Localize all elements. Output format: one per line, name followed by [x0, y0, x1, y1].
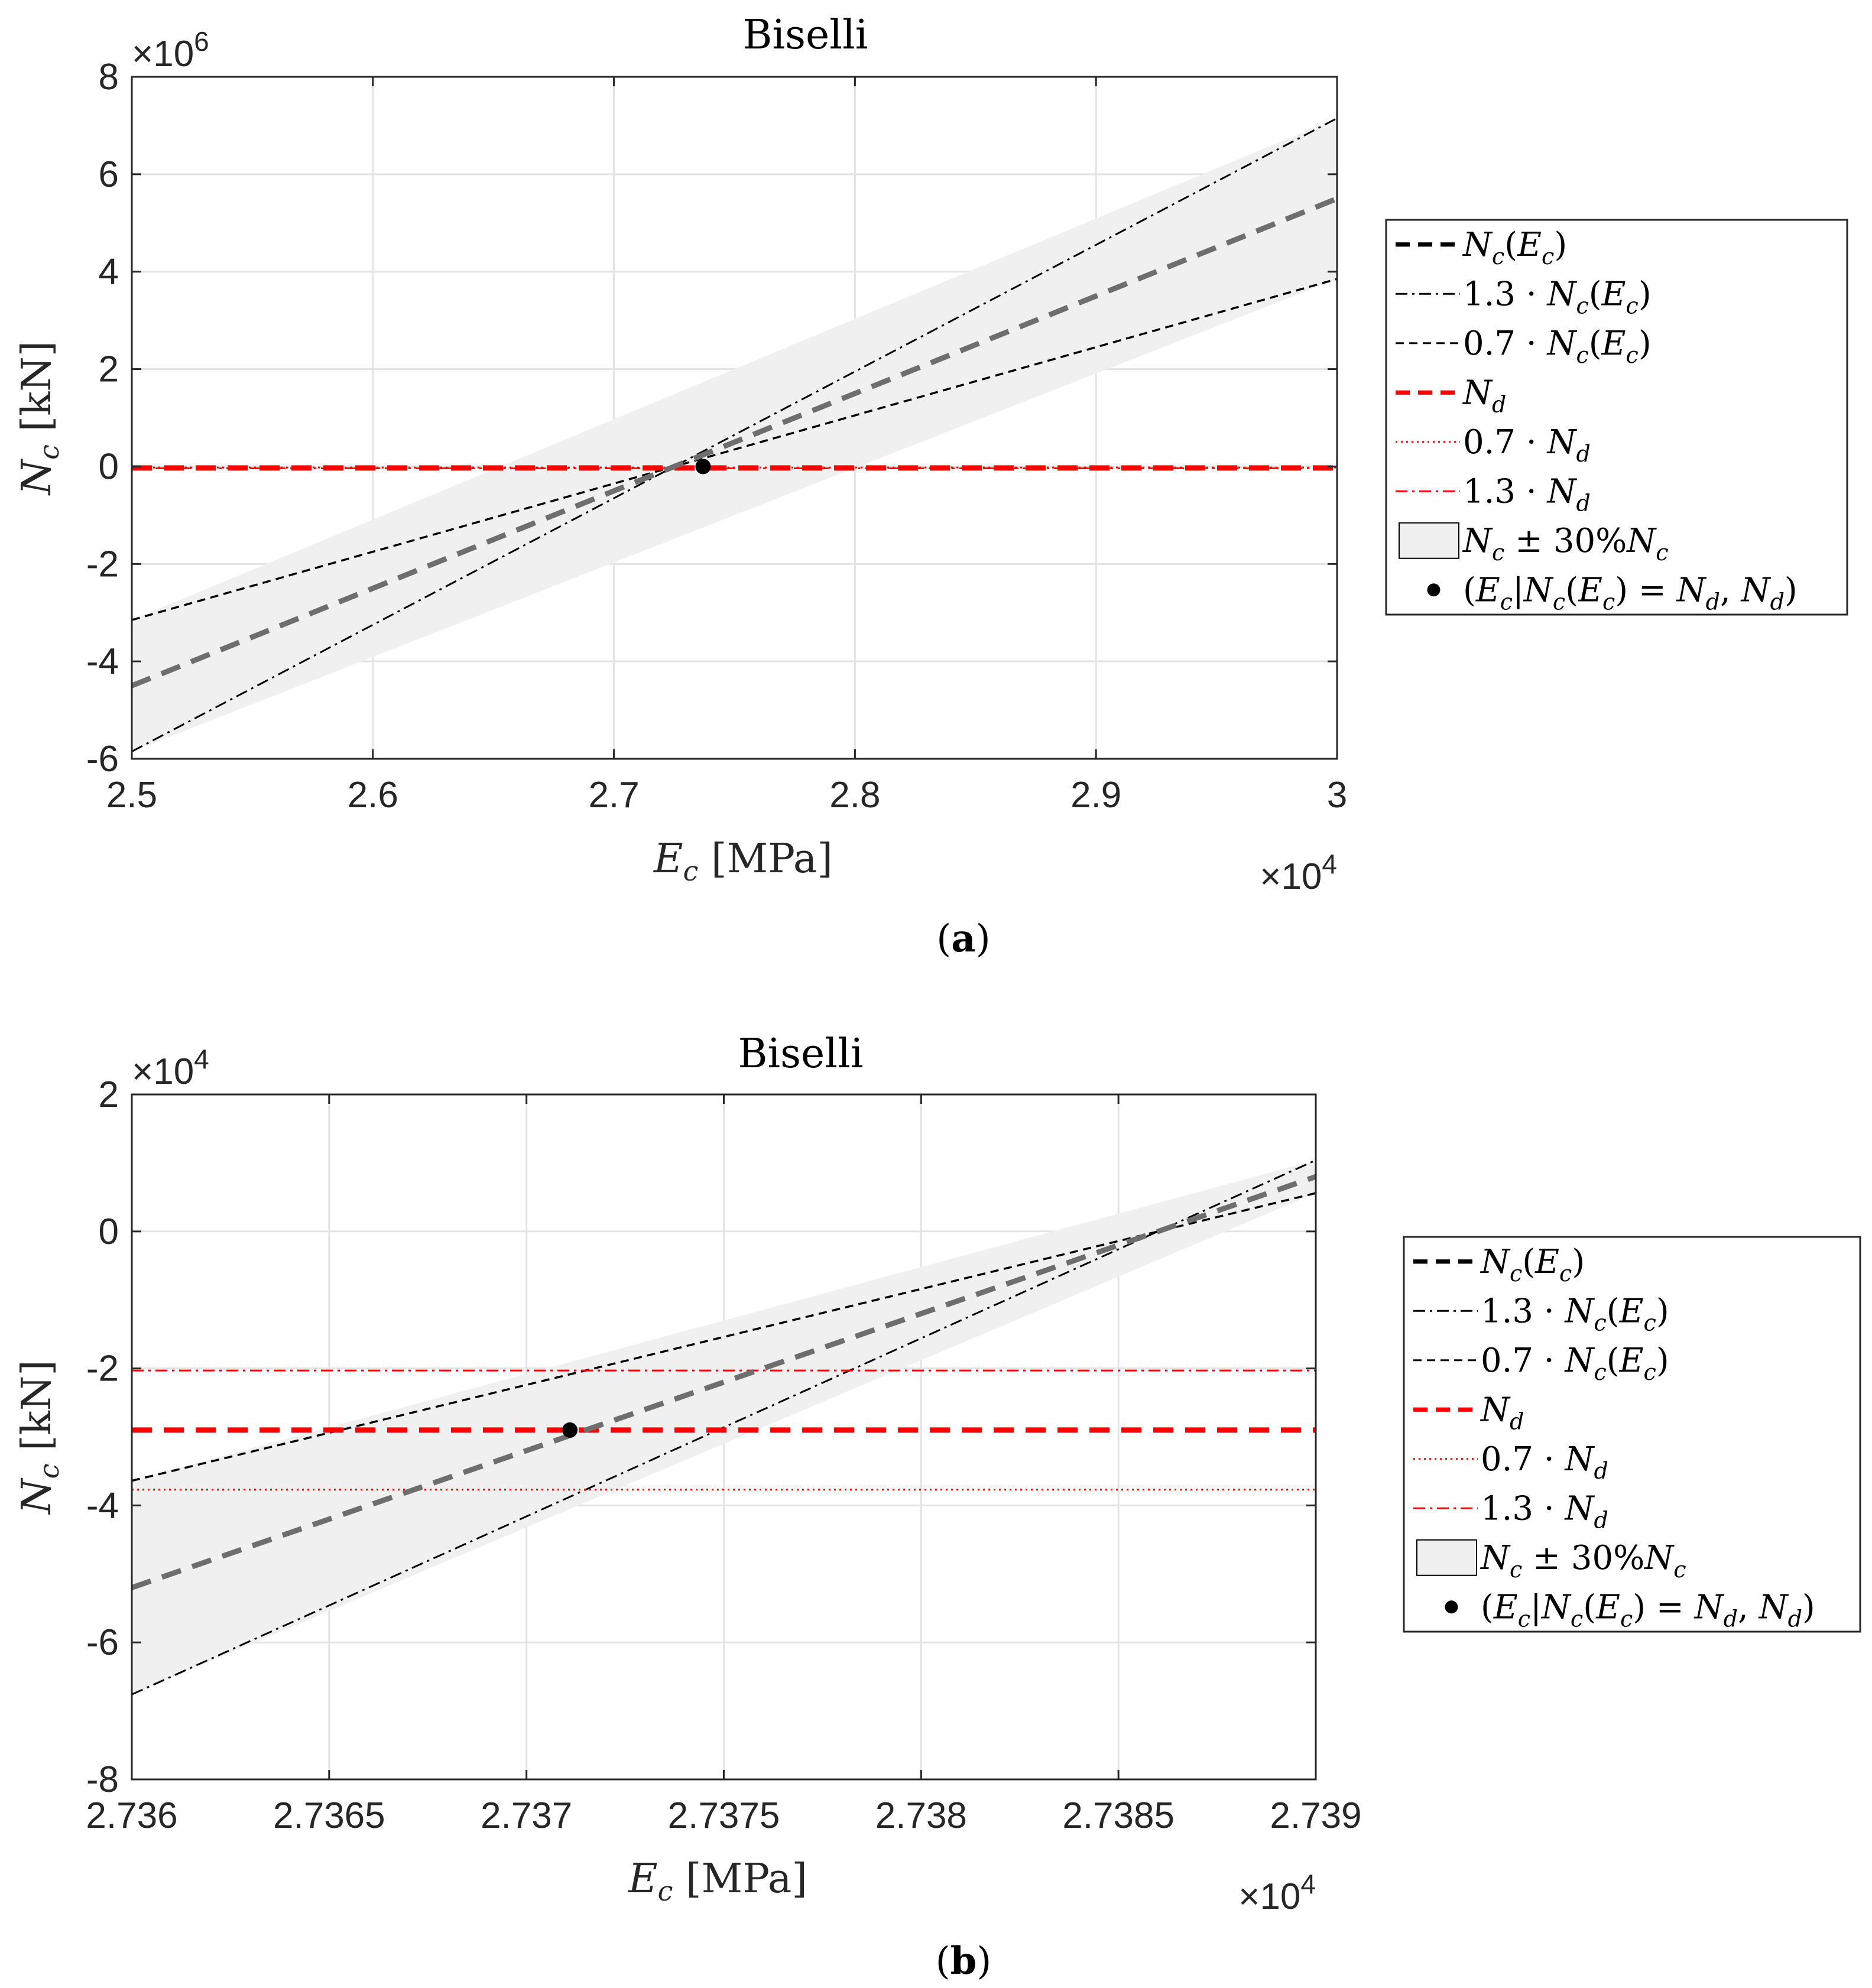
chart-a-y-tick-label: 6: [99, 154, 119, 195]
chart-a-x-tick-label: 2.5: [106, 775, 157, 816]
chart-b-y-axis-label-group: Nc [kN]: [14, 1360, 65, 1515]
chart-b-caption: (b): [936, 1939, 992, 1983]
chart-a-y-tick-label: -6: [86, 739, 119, 779]
chart-a-legend-label-1-3-n-d: 1.3 · Nd: [1463, 472, 1591, 516]
chart-a-y-axis-label: Nc [kN]: [14, 341, 65, 496]
chart-b-legend-label-point: (Ec|Nc(Ec) = Nd, Nd): [1481, 1588, 1815, 1632]
chart-b-title: Biselli: [738, 1031, 863, 1077]
chart-b-legend-label-1-3-n-c-e-c: 1.3 · Nc(Ec): [1481, 1292, 1669, 1336]
chart-a-x-tick-label: 2.8: [829, 775, 880, 816]
chart-b-legend-swatch-point: [1445, 1600, 1458, 1614]
chart-b-series-1-3-n-c-e-c: [132, 1159, 1316, 1695]
chart-a-legend-label-point: (Ec|Nc(Ec) = Nd, Nd): [1463, 571, 1798, 615]
chart-b-x-exponent-label: ×104: [1238, 1869, 1316, 1917]
chart-b-legend-swatch-band: [1416, 1539, 1477, 1576]
chart-a-axes-box: [131, 76, 1338, 760]
chart-a-title: Biselli: [742, 12, 868, 59]
chart-b-y-exponent-label: ×104: [132, 1044, 209, 1092]
chart-b-x-tick-label: 2.738: [875, 1795, 967, 1836]
chart-a-caption: (a): [936, 917, 990, 961]
chart-b-x-tick-label: 2.736: [86, 1795, 177, 1836]
chart-b-y-tick-label: -4: [86, 1485, 119, 1526]
chart-panel-b: 2.736 2.7365 2.737 2.7375 2.738 2.7385 2.739 -8…: [14, 1031, 1861, 1983]
chart-b-series-n-c-e-c: [132, 1174, 1316, 1590]
chart-b-y-tick-label: -2: [86, 1349, 119, 1389]
chart-a-x-tick-label: 2.9: [1070, 775, 1121, 816]
chart-a-y-exponent-label: ×106: [132, 26, 209, 74]
chart-b-x-axis-label: Ec [MPa]: [627, 1856, 807, 1907]
chart-a-legend-label-1-3-n-c-e-c: 1.3 · Nc(Ec): [1463, 275, 1652, 319]
chart-a-y-tick-label: -4: [86, 641, 119, 682]
chart-a-legend-label-band: Nc ± 30%Nc: [1462, 522, 1669, 566]
chart-b-legend-label-n-c-e-c: Nc(Ec): [1480, 1243, 1585, 1287]
chart-b-x-tick-label: 2.739: [1270, 1795, 1361, 1836]
chart-a-legend-label-0-7-n-c-e-c: 0.7 · Nc(Ec): [1463, 324, 1652, 368]
chart-a-x-tick-label: 2.6: [348, 775, 398, 816]
chart-a-y-tick-label: 8: [99, 57, 119, 98]
chart-b-y-axis-label: Nc [kN]: [14, 1360, 65, 1515]
chart-b-x-tick-label: 2.7385: [1062, 1795, 1175, 1836]
chart-b-legend-label-band: Nc ± 30%Nc: [1480, 1539, 1686, 1583]
chart-a-y-tick-label: 2: [99, 349, 119, 390]
chart-b-y-tick-label: -6: [86, 1622, 119, 1663]
chart-a-intersection-point: [695, 459, 711, 475]
chart-a-legend-label-0-7-n-d: 0.7 · Nd: [1463, 423, 1591, 467]
chart-a-series-n-c-e-c: [132, 196, 1337, 688]
chart-b-legend-label-n-d: Nd: [1480, 1391, 1524, 1434]
chart-a-legend-swatch-band: [1399, 522, 1459, 559]
chart-b-legend-label-1-3-n-d: 1.3 · Nd: [1481, 1489, 1608, 1533]
chart-b-x-tick-label: 2.7375: [668, 1795, 780, 1836]
chart-a-legend: Nc(Ec) 1.3 · Nc(Ec) 0.7 · Nc(Ec) Nd 0.7 · Nd…: [1385, 219, 1848, 616]
chart-panel-a: 2.5 2.6 2.7 2.8 2.9 3 -6 -4 -2 0 2 4 6 8 ×106 ×104 Bisel…: [14, 12, 1848, 961]
chart-a-x-tick-label: 2.7: [588, 775, 639, 816]
chart-b-legend: Nc(Ec) 1.3 · Nc(Ec) 0.7 · Nc(Ec) Nd 0.7 · Nd…: [1403, 1236, 1861, 1633]
chart-b-legend-label-0-7-n-c-e-c: 0.7 · Nc(Ec): [1481, 1341, 1669, 1385]
chart-a-x-exponent-label: ×104: [1260, 849, 1337, 897]
chart-b-x-tick-label: 2.737: [481, 1795, 572, 1836]
chart-b-legend-box: [1403, 1236, 1861, 1633]
chart-a-legend-label-n-d: Nd: [1462, 373, 1506, 417]
chart-b-intersection-point: [562, 1422, 578, 1438]
chart-a-y-tick-label: 0: [99, 446, 119, 487]
chart-b-legend-label-0-7-n-d: 0.7 · Nd: [1481, 1440, 1608, 1484]
chart-a-y-tick-label: -2: [86, 544, 119, 584]
chart-b-y-tick-label: 0: [99, 1211, 119, 1252]
chart-a-plot-content: [132, 117, 1337, 752]
chart-b-y-tick-label: 2: [99, 1074, 119, 1115]
chart-a-y-axis-label-group: Nc [kN]: [14, 341, 65, 496]
chart-b-y-tick-label: -8: [86, 1759, 119, 1800]
chart-a-legend-swatch-point: [1427, 583, 1441, 597]
chart-a-x-tick-label: 3: [1327, 775, 1347, 816]
chart-a-x-axis-label: Ec [MPa]: [653, 836, 833, 887]
chart-a-legend-label-n-c-e-c: Nc(Ec): [1462, 226, 1567, 269]
chart-b-plot-content: [132, 1159, 1316, 1695]
chart-b-x-tick-label: 2.7365: [273, 1795, 385, 1836]
chart-a-legend-box: [1385, 219, 1848, 616]
chart-a-series-1-3-n-c-e-c: [132, 117, 1337, 752]
chart-a-y-tick-label: 4: [99, 252, 119, 293]
chart-a-series-0-7-n-c-e-c: [132, 278, 1337, 621]
